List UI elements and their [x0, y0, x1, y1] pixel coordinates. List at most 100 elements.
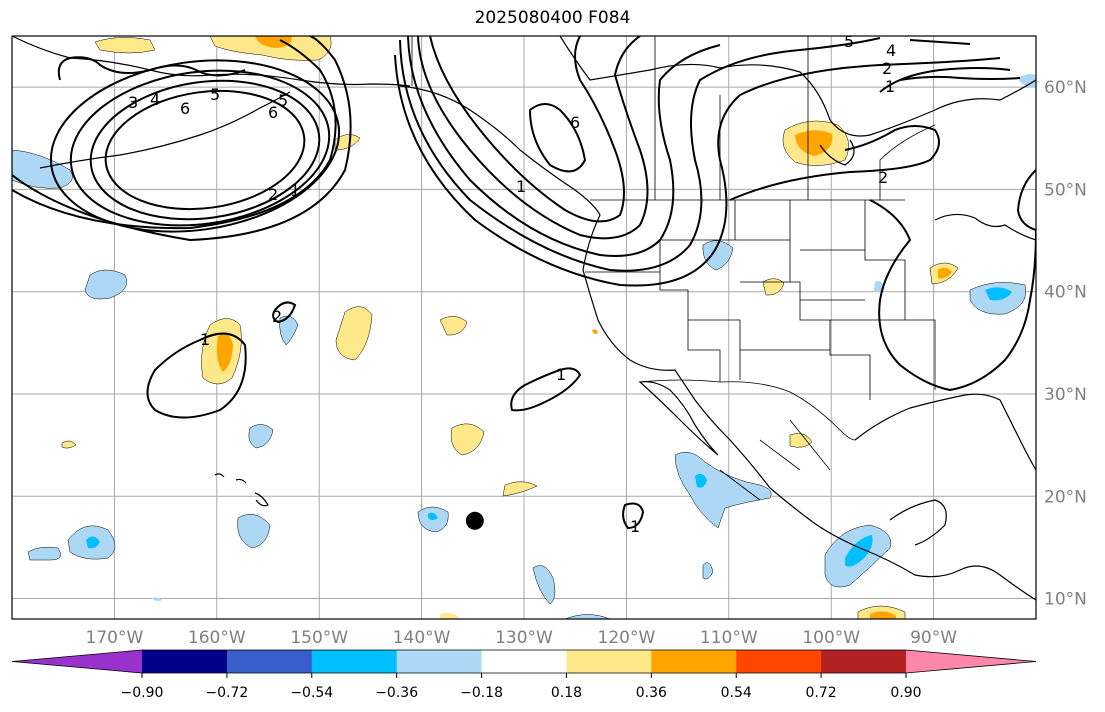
- contour-label: 1: [516, 177, 526, 196]
- positive-anomaly: [762, 278, 785, 296]
- latitude-labels: 10°N 20°N 30°N 40°N 50°N 60°N: [1044, 78, 1087, 609]
- colorbar-extension-high: [906, 650, 1036, 673]
- colorbar-tick-label: −0.90: [121, 685, 164, 701]
- longitude-tick-label: 130°W: [495, 628, 553, 648]
- longitude-tick-label: 100°W: [802, 628, 860, 648]
- negative-anomaly: [12, 149, 73, 189]
- positive-anomaly: [255, 36, 292, 48]
- colorbar-swatch: [481, 650, 567, 673]
- contour-line: [272, 301, 297, 324]
- contour-label: 2: [272, 307, 282, 326]
- negative-anomaly: [428, 512, 438, 520]
- storm-position-marker: [465, 511, 484, 530]
- latitude-tick-label: 40°N: [1044, 283, 1087, 303]
- coastline-aleutians: [39, 91, 291, 169]
- contour-label: 1: [630, 517, 640, 536]
- contour-label: 1: [200, 330, 210, 349]
- colorbar-tick-label: 0.90: [890, 685, 921, 701]
- contour-lines: [12, 36, 1036, 530]
- contour-label: 5: [278, 91, 288, 110]
- positive-anomaly: [938, 267, 952, 279]
- contour-label: 5: [210, 85, 220, 104]
- contour-label: 6: [570, 113, 580, 132]
- positive-anomaly: [789, 433, 813, 448]
- negative-anomaly: [1018, 74, 1036, 88]
- contour-line: [899, 75, 1021, 81]
- colorbar-tick-label: −0.36: [375, 685, 418, 701]
- contour-line: [510, 367, 582, 412]
- negative-anomaly: [985, 287, 1012, 301]
- canada-province-borders: [654, 36, 936, 200]
- negative-anomaly: [702, 562, 714, 580]
- colorbar-swatch: [396, 650, 483, 673]
- positive-anomaly: [450, 423, 485, 456]
- contour-line: [869, 199, 1036, 392]
- contour-line: [49, 59, 341, 233]
- colorbar-swatch: [311, 650, 398, 673]
- contour-label: 5: [844, 32, 854, 51]
- contour-line: [622, 502, 645, 530]
- positive-anomaly: [440, 612, 460, 619]
- contour-line: [12, 39, 337, 230]
- contour-line: [104, 89, 306, 211]
- longitude-tick-label: 160°W: [188, 628, 246, 648]
- shaded-anomalies: [12, 36, 1036, 619]
- latitude-tick-label: 10°N: [1044, 590, 1087, 610]
- longitude-tick-label: 140°W: [393, 628, 451, 648]
- contour-label: 2: [878, 168, 888, 187]
- colorbar-tick-label: 0.54: [721, 685, 752, 701]
- coastline-canada: [559, 36, 1036, 137]
- contour-label: 1: [556, 365, 566, 384]
- negative-anomaly: [248, 424, 274, 449]
- longitude-tick-label: 150°W: [290, 628, 348, 648]
- colorbar-swatch: [651, 650, 737, 673]
- contour-line: [394, 54, 1001, 287]
- contour-label: 4: [886, 41, 896, 60]
- negative-anomaly: [27, 546, 61, 561]
- contour-line: [879, 67, 1011, 93]
- contour-line: [407, 36, 721, 257]
- colorbar-tick-label: −0.18: [460, 685, 503, 701]
- colorbar-swatch: [226, 650, 313, 673]
- latitude-tick-label: 30°N: [1044, 385, 1087, 405]
- colorbar-swatch: [142, 650, 228, 673]
- political-borders: [411, 36, 936, 501]
- coastline-greatlakes: [934, 213, 1036, 241]
- negative-anomaly: [845, 535, 873, 567]
- contour-label: 2: [882, 59, 892, 78]
- latitude-tick-label: 20°N: [1044, 487, 1087, 507]
- contour-line: [69, 69, 331, 227]
- contour-line: [1016, 169, 1036, 231]
- contour-label: 3: [128, 93, 138, 112]
- colorbar-swatch: [566, 650, 652, 673]
- colorbar-tick-label: 0.36: [636, 685, 667, 701]
- positive-anomaly: [502, 481, 538, 497]
- longitude-tick-label: 90°W: [910, 628, 957, 648]
- negative-anomaly: [86, 536, 100, 549]
- colorbar: −0.90 −0.72 −0.54 −0.36 −0.18 0.18 0.36 0.54 0.7…: [11, 649, 1037, 701]
- contour-line: [12, 36, 352, 242]
- gridlines: [12, 36, 1036, 619]
- negative-anomaly: [695, 473, 707, 488]
- negative-anomaly: [84, 269, 127, 300]
- coastline-gulf: [854, 393, 1036, 471]
- contour-line: [146, 332, 247, 419]
- contour-label: 6: [180, 99, 190, 118]
- negative-anomaly: [532, 565, 556, 605]
- coastline-north-america: [399, 85, 1036, 601]
- contour-line: [729, 125, 940, 201]
- longitude-tick-label: 170°W: [86, 628, 144, 648]
- contour-label: 1: [885, 77, 895, 96]
- mexico-state-borders: [719, 419, 831, 501]
- map-frame: [11, 35, 1037, 620]
- us-mexico-border: [639, 379, 856, 441]
- positive-anomaly: [216, 334, 233, 372]
- positive-anomaly: [334, 134, 361, 151]
- contour-label: 2: [268, 185, 278, 204]
- contour-label: 1: [290, 181, 300, 200]
- colorbar-swatch: [736, 650, 822, 673]
- positive-anomaly: [335, 306, 373, 361]
- positive-anomaly: [439, 316, 468, 336]
- map-title: 2025080400 F084: [474, 8, 631, 28]
- longitude-tick-label: 120°W: [598, 628, 656, 648]
